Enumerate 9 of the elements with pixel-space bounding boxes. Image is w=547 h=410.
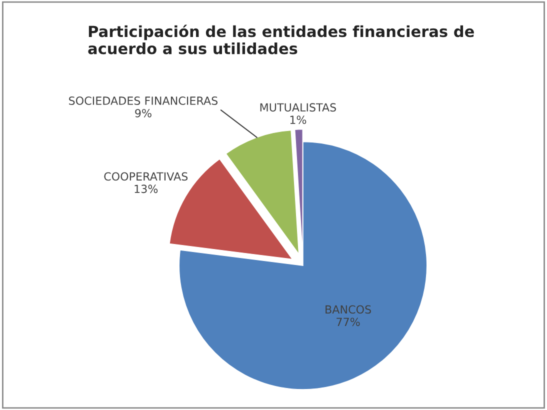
data-label: 9% [135,108,152,118]
slice-label: BANCOS [326,305,371,314]
slice-label: SOCIEDADES FINANCIERAS [69,96,218,105]
data-label: 77% [336,318,360,326]
slice-label: COOPERATIVAS [104,172,188,181]
data-label: 13% [134,184,158,194]
chart-title: Participación de las entidades financieras de acuerdo a sus utilidades [88,24,474,54]
slice-label: MUTUALISTAS [260,103,336,112]
data-label: 1% [290,116,306,124]
